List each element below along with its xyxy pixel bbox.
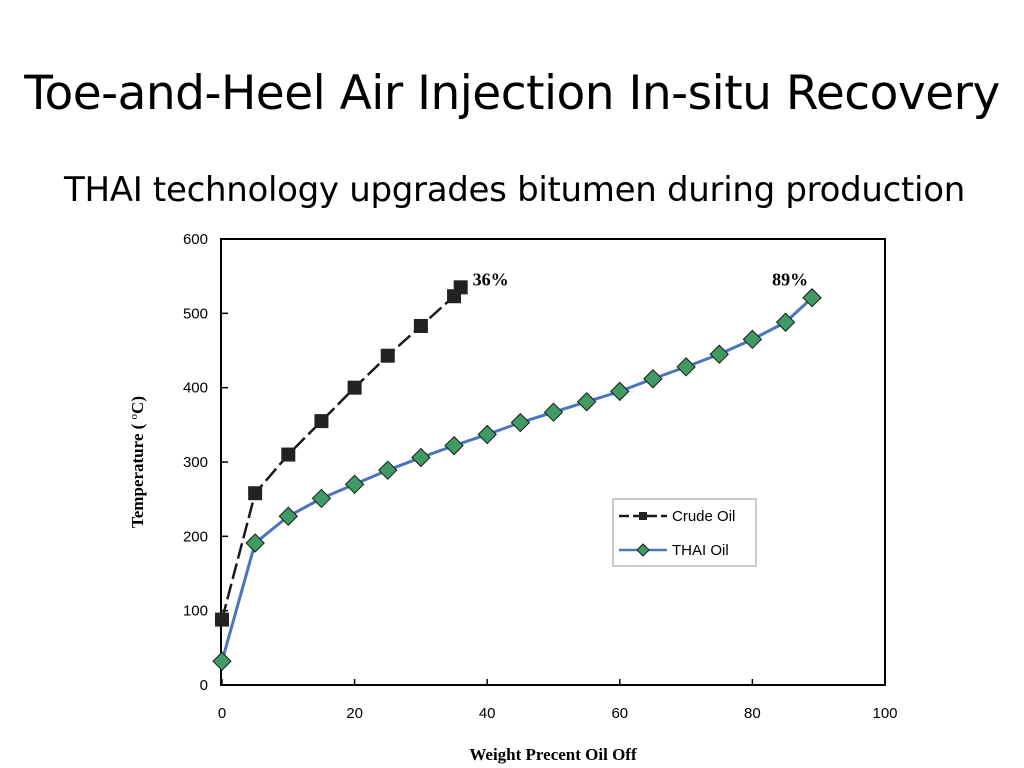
data-point xyxy=(314,414,329,429)
legend-item: THAI Oil xyxy=(619,542,729,559)
data-point xyxy=(245,533,265,553)
data-point xyxy=(248,486,263,501)
series-0 xyxy=(215,280,468,627)
data-point xyxy=(510,412,531,433)
data-point xyxy=(380,348,395,363)
data-point xyxy=(215,612,229,627)
annotations: 36% 89% xyxy=(473,269,808,289)
plot-frame xyxy=(220,238,886,686)
legend-label: THAI Oil xyxy=(672,542,729,559)
data-point xyxy=(802,288,822,308)
series-layer xyxy=(212,280,822,671)
x-tick-label: 60 xyxy=(611,705,628,722)
x-tick-label: 20 xyxy=(346,705,363,722)
series-1 xyxy=(212,288,822,671)
data-point xyxy=(643,369,663,389)
annotation-label: 36% xyxy=(473,269,509,289)
legend-box xyxy=(612,498,757,567)
data-point xyxy=(378,460,398,480)
y-tick-label: 300 xyxy=(183,454,208,471)
slide-title: Toe-and-Heel Air Injection In-situ Recov… xyxy=(24,66,1000,121)
data-point xyxy=(311,488,332,509)
y-tick-label: 200 xyxy=(183,528,208,545)
x-tick-label: 0 xyxy=(218,705,226,722)
legend-item: Crude Oil xyxy=(619,508,735,525)
data-point xyxy=(576,392,597,412)
data-point xyxy=(347,380,362,395)
y-axis-label: Temperature ( oC) xyxy=(128,396,147,528)
data-point xyxy=(281,447,296,462)
y-tick-label: 100 xyxy=(183,603,208,620)
x-tick-label: 100 xyxy=(872,705,897,722)
data-point xyxy=(610,381,630,402)
x-tick-label: 80 xyxy=(744,705,761,722)
data-point xyxy=(411,447,431,468)
y-axis-label-main: Temperature ( xyxy=(128,419,147,528)
y-tick-label: 600 xyxy=(183,231,208,248)
data-point xyxy=(543,402,564,422)
data-point xyxy=(676,357,696,377)
x-axis-label: Weight Precent Oil Off xyxy=(469,745,637,764)
y-tick-label: 400 xyxy=(183,380,208,397)
legend-label: Crude Oil xyxy=(672,508,735,525)
legend-marker xyxy=(639,512,647,520)
data-point xyxy=(709,344,729,364)
y-tick-label: 0 xyxy=(200,677,208,694)
x-tick-label: 40 xyxy=(479,705,496,722)
data-point xyxy=(453,280,468,295)
data-point xyxy=(278,506,299,526)
data-point xyxy=(344,474,365,495)
data-point xyxy=(742,329,763,350)
annotation-label: 89% xyxy=(772,270,808,290)
data-point xyxy=(413,318,428,333)
data-point xyxy=(212,651,232,671)
data-point xyxy=(477,424,497,445)
y-axis-label-sup: o xyxy=(128,413,140,419)
data-point xyxy=(775,312,796,332)
slide-subtitle: THAI technology upgrades bitumen during … xyxy=(64,170,965,210)
y-tick-label: 500 xyxy=(183,305,208,322)
axis-ticks: 0 20 40 60 80 100 0 100 200 300 400 500 600 xyxy=(183,231,898,722)
legend: Crude Oil THAI Oil xyxy=(612,498,757,567)
legend-items: Crude Oil THAI Oil xyxy=(619,508,735,559)
legend-marker xyxy=(636,543,650,557)
data-point xyxy=(444,435,464,456)
y-axis-label-tail: C) xyxy=(128,396,147,414)
